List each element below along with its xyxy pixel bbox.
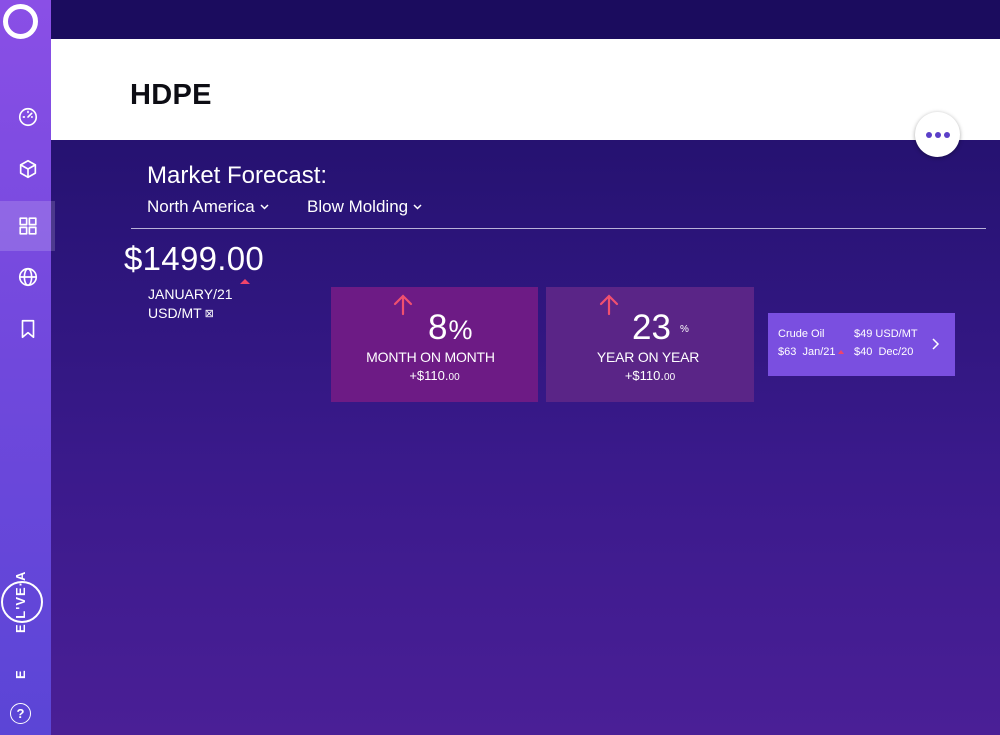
chevron-right-icon xyxy=(932,338,940,350)
mom-delta: +$110.00 xyxy=(409,368,460,383)
region-dropdown-label: North America xyxy=(147,197,255,216)
price-unit: USD/MT ⊠ xyxy=(148,305,214,321)
sidebar-item-saved[interactable] xyxy=(0,304,55,354)
top-strip xyxy=(51,0,1000,39)
sidebar-item-grid[interactable] xyxy=(0,201,55,251)
brand-logo-icon: E L'VE·A E xyxy=(1,571,43,679)
crude-oil-label: Crude Oil xyxy=(778,328,825,340)
globe-icon xyxy=(18,267,37,287)
brand-logo: E L'VE·A E xyxy=(0,555,51,685)
sidebar-item-dashboard[interactable] xyxy=(0,92,55,142)
cube-icon xyxy=(19,159,36,179)
year-on-year-card: 23% YEAR ON YEAR +$110.00 xyxy=(546,287,754,402)
yoy-value: 23% xyxy=(632,308,689,347)
yoy-label: YEAR ON YEAR xyxy=(596,349,700,365)
crude-up-arrow-icon xyxy=(837,350,844,355)
price-value: $1499.00 xyxy=(124,240,265,277)
sidebar: E L'VE·A E ? xyxy=(0,0,55,735)
more-dot-icon xyxy=(943,131,950,138)
process-dropdown-label: Blow Molding xyxy=(307,197,409,216)
logo-ring-icon[interactable] xyxy=(3,4,38,39)
crude-oil-dec: $40 Dec/20 xyxy=(854,346,914,358)
crude-oil-jan: $63 Jan/21 xyxy=(778,346,844,358)
svg-text:E L'VE·A: E L'VE·A xyxy=(13,571,28,633)
price-up-arrow-icon xyxy=(240,279,250,284)
month-on-month-card: 8% MONTH ON MONTH +$110.00 xyxy=(331,287,538,402)
crude-oil-current: $49 USD/MT xyxy=(854,328,918,340)
yoy-delta: +$110.00 xyxy=(624,368,676,383)
forecast-title: Market Forecast: xyxy=(147,162,328,189)
more-dot-icon xyxy=(934,131,941,138)
crude-oil-panel[interactable]: Crude Oil $49 USD/MT $63 Jan/21 $40 Dec/… xyxy=(768,313,955,376)
svg-text:E: E xyxy=(13,670,28,679)
page-header: HDPE xyxy=(51,39,1000,140)
mom-value: 8% xyxy=(428,308,473,347)
page-title: HDPE xyxy=(130,79,212,111)
region-dropdown[interactable]: North America xyxy=(147,197,269,217)
chevron-down-icon xyxy=(260,204,269,210)
unit-toggle-icon[interactable]: ⊠ xyxy=(204,307,214,320)
sidebar-item-global[interactable] xyxy=(0,252,55,302)
chevron-down-icon xyxy=(413,204,422,210)
bookmark-icon xyxy=(21,319,34,339)
arrow-up-icon xyxy=(599,294,619,316)
speedometer-icon xyxy=(18,107,37,127)
more-dot-icon xyxy=(925,131,932,138)
mom-label: MONTH ON MONTH xyxy=(366,349,495,365)
grid-icon xyxy=(18,217,37,235)
arrow-up-icon xyxy=(393,294,413,316)
price-unit-label: USD/MT xyxy=(148,305,202,321)
sidebar-item-products[interactable] xyxy=(0,144,55,194)
help-icon[interactable]: ? xyxy=(10,703,31,724)
price-date: JANUARY/21 xyxy=(148,286,233,302)
process-dropdown[interactable]: Blow Molding xyxy=(307,197,422,217)
more-options-button[interactable] xyxy=(915,112,960,157)
divider xyxy=(131,228,986,229)
